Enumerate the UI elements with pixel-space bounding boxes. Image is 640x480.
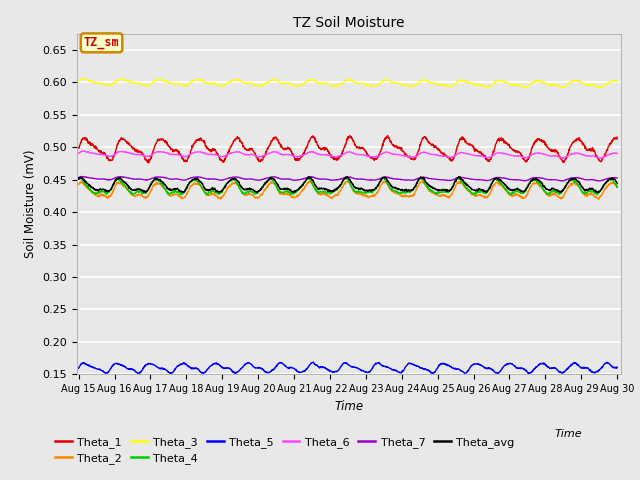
Theta_7 (77, 174, 85, 180)
X-axis label: Time: Time (334, 400, 364, 413)
Theta_6 (381, 149, 389, 155)
Line: Theta_avg: Theta_avg (79, 177, 617, 193)
Theta_2 (303, 181, 311, 187)
Theta_4 (303, 176, 311, 182)
Theta_3 (596, 85, 604, 91)
Theta_6 (303, 150, 311, 156)
Theta_3 (78, 76, 86, 82)
Theta_avg (315, 186, 323, 192)
Theta_6 (79, 148, 87, 154)
Theta_3 (613, 79, 621, 84)
Theta_avg (382, 175, 390, 181)
Line: Theta_7: Theta_7 (79, 177, 617, 181)
Theta_3 (303, 78, 311, 84)
Theta_2 (138, 192, 146, 198)
Line: Theta_2: Theta_2 (79, 181, 617, 199)
Theta_7 (315, 176, 323, 182)
Theta_5 (381, 363, 389, 369)
Theta_1 (116, 137, 124, 143)
Theta_7 (560, 178, 568, 184)
Text: TZ_sm: TZ_sm (84, 36, 120, 49)
Theta_7 (116, 174, 124, 180)
Theta_3 (139, 82, 147, 87)
Theta_2 (381, 178, 389, 184)
Theta_2 (116, 180, 124, 186)
Theta_7 (381, 174, 389, 180)
Theta_1 (303, 143, 311, 149)
Theta_5 (613, 365, 621, 371)
Theta_1 (324, 149, 332, 155)
Theta_4 (508, 192, 515, 198)
Theta_3 (324, 82, 332, 87)
Theta_3 (381, 77, 389, 83)
Theta_6 (116, 149, 124, 155)
Theta_2 (595, 196, 602, 202)
Theta_6 (613, 151, 621, 156)
Theta_4 (613, 183, 621, 189)
Theta_6 (559, 156, 567, 161)
Theta_5 (116, 362, 124, 368)
Theta_5 (315, 364, 323, 370)
Theta_avg (344, 174, 351, 180)
Theta_1 (145, 160, 152, 166)
Theta_7 (303, 174, 311, 180)
Theta_2 (324, 193, 332, 199)
Theta_avg (138, 187, 146, 193)
Theta_3 (116, 76, 124, 82)
Line: Theta_4: Theta_4 (79, 177, 617, 195)
Theta_6 (315, 152, 323, 157)
Theta_avg (324, 187, 332, 193)
Theta_5 (75, 365, 83, 371)
Theta_1 (613, 136, 621, 142)
Theta_6 (75, 150, 83, 156)
Theta_2 (307, 178, 315, 184)
Theta_5 (309, 359, 317, 365)
Theta_2 (613, 184, 621, 190)
Theta_7 (139, 177, 147, 182)
Theta_4 (324, 190, 332, 196)
Line: Theta_1: Theta_1 (79, 135, 617, 163)
Theta_6 (139, 153, 147, 158)
Theta_5 (303, 366, 311, 372)
Theta_1 (384, 132, 392, 138)
Legend: Theta_1, Theta_2, Theta_3, Theta_4, Theta_5, Theta_6, Theta_7, Theta_avg: Theta_1, Theta_2, Theta_3, Theta_4, Thet… (55, 437, 515, 464)
Theta_5 (138, 367, 146, 373)
Theta_4 (138, 191, 146, 197)
Y-axis label: Soil Moisture (mV): Soil Moisture (mV) (24, 150, 36, 258)
Theta_4 (417, 174, 425, 180)
Theta_4 (75, 176, 83, 181)
Theta_4 (116, 177, 124, 183)
Theta_4 (381, 176, 389, 181)
Theta_5 (324, 368, 332, 373)
Theta_1 (75, 145, 83, 151)
Line: Theta_6: Theta_6 (79, 151, 617, 158)
Theta_4 (314, 189, 322, 194)
Theta_avg (253, 190, 261, 196)
Theta_3 (75, 78, 83, 84)
Theta_avg (303, 176, 311, 181)
Theta_avg (116, 176, 124, 181)
Theta_2 (315, 191, 323, 197)
Line: Theta_3: Theta_3 (79, 79, 617, 88)
Theta_7 (324, 177, 332, 182)
Theta_7 (75, 175, 83, 180)
Theta_5 (525, 371, 533, 377)
Text: Time: Time (555, 429, 582, 439)
Theta_avg (75, 176, 83, 182)
Theta_1 (381, 135, 389, 141)
Title: TZ Soil Moisture: TZ Soil Moisture (293, 16, 404, 30)
Theta_2 (75, 181, 83, 187)
Theta_6 (324, 152, 332, 158)
Theta_1 (138, 150, 146, 156)
Theta_1 (315, 144, 323, 150)
Theta_3 (315, 80, 323, 86)
Theta_avg (613, 180, 621, 186)
Theta_7 (613, 175, 621, 181)
Line: Theta_5: Theta_5 (79, 362, 617, 374)
